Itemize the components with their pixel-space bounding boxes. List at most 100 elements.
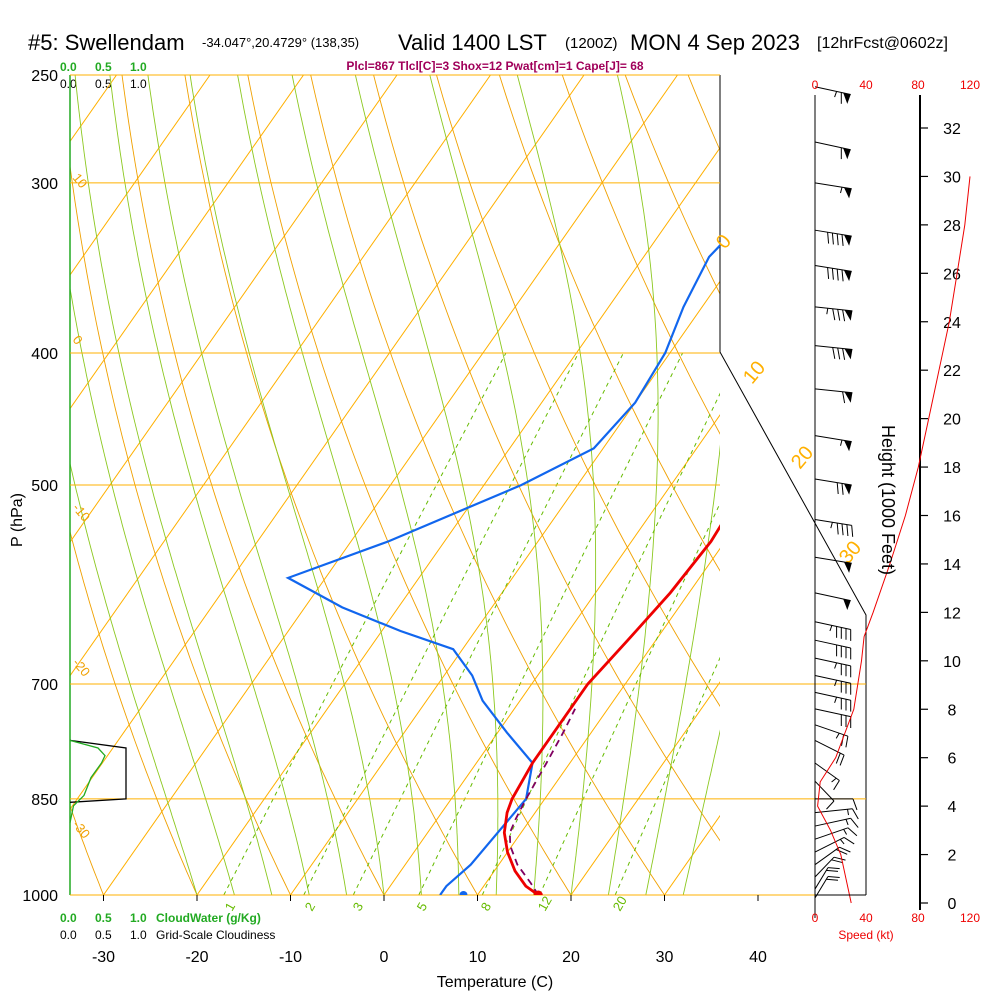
- barb-half: [834, 91, 838, 98]
- barb-half: [831, 777, 837, 783]
- height-tick-6: 6: [948, 751, 957, 768]
- mixing-ratio-line: [481, 392, 720, 895]
- mixing-ratio-label: 5: [414, 900, 431, 914]
- barb-full: [843, 836, 855, 845]
- wind-barb: [814, 708, 852, 728]
- cloud-scale-bottom-black-2: 1.0: [130, 928, 147, 942]
- barb-full: [836, 522, 839, 535]
- barb-full: [826, 800, 835, 810]
- height-tick-2: 2: [948, 848, 957, 865]
- cloud-scale-bottom: 0.0 0.5 1.0 CloudWater (g/Kg) 0.0 0.5 1.…: [60, 911, 275, 942]
- barb-half: [843, 829, 848, 835]
- cloud-scale-bottom-black-0: 0.0: [60, 928, 77, 942]
- wind-barb: [814, 265, 852, 282]
- barb-staff: [814, 86, 851, 95]
- wind-barb: [814, 691, 852, 712]
- barb-staff: [814, 836, 845, 853]
- barb-pennant: [844, 348, 853, 360]
- wind-barb: [814, 182, 852, 199]
- wind-barb: [814, 867, 840, 890]
- x-tick--10: -10: [279, 949, 302, 966]
- mixing-ratio-label: 8: [478, 900, 495, 914]
- speed-tick-bottom-0: 0: [812, 911, 819, 925]
- barb-staff: [814, 621, 851, 630]
- dry-adiabat-line: [751, 75, 1000, 895]
- isotherm-line: [70, 75, 304, 410]
- barb-staff: [814, 691, 851, 701]
- barb-pennant: [844, 234, 852, 246]
- sounding-traces: [285, 243, 720, 895]
- barb-staff: [814, 675, 851, 684]
- barb-full: [841, 269, 844, 282]
- wind-barb: [814, 556, 852, 573]
- x-tick--20: -20: [185, 949, 208, 966]
- wind-barb: [814, 739, 845, 766]
- mixing-ratio-label: 12: [535, 893, 555, 913]
- barb-staff: [814, 518, 852, 526]
- wind-barb: [814, 657, 852, 678]
- barb-full: [827, 232, 830, 244]
- wind-barb: [814, 639, 852, 660]
- moist-adiabat-line: [237, 75, 422, 895]
- wind-speed-trace: [817, 176, 971, 904]
- cloud-scale-top-black-1: 0.5: [95, 77, 112, 91]
- barb-full: [836, 269, 839, 281]
- barb-staff: [814, 708, 851, 718]
- dry-adiabat-line: [436, 75, 720, 707]
- barb-staff: [814, 739, 845, 756]
- barb-full: [841, 483, 844, 495]
- barb-staff: [814, 780, 835, 802]
- wind-barb: [814, 876, 840, 899]
- barb-full: [836, 849, 848, 855]
- barb-half: [834, 662, 838, 669]
- forecast-info: [12hrFcst@0602z]: [817, 35, 948, 52]
- barb-pennant: [844, 562, 852, 573]
- wind-barb: [814, 229, 852, 246]
- moist-adiabat-line: [70, 461, 198, 895]
- dry-adiabat-line: [373, 75, 720, 842]
- station-title: #5: Swellendam: [28, 30, 185, 55]
- isotherm-line: [70, 75, 211, 276]
- dry-adiabat-line: [70, 804, 104, 895]
- dry-adiabat-line: [70, 529, 198, 895]
- wind-barb: [814, 621, 852, 641]
- barb-staff: [814, 846, 840, 866]
- station-coords: -34.047°,20.4729° (138,35): [202, 35, 359, 50]
- barb-staff: [814, 724, 849, 737]
- barb-staff: [814, 182, 852, 190]
- wind-barb: [814, 827, 858, 840]
- speed-tick-top-80: 80: [911, 78, 925, 92]
- mixing-ratio-label: 20: [610, 893, 630, 913]
- dry-adiabat-label: -20: [70, 655, 94, 679]
- height-tick-20: 20: [943, 412, 961, 429]
- stability-indices: Plcl=867 Tlcl[C]=3 Shox=12 Pwat[cm]=1 Ca…: [346, 59, 643, 73]
- dry-adiabat-line: [247, 75, 572, 895]
- dry-adiabat-line: [70, 163, 291, 895]
- barb-full: [847, 827, 858, 837]
- height-tick-22: 22: [943, 363, 961, 380]
- pressure-tick-300: 300: [31, 176, 58, 193]
- cloudiness-label: Grid-Scale Cloudiness: [156, 928, 275, 942]
- speed-tick-bottom-40: 40: [859, 911, 873, 925]
- isotherm-line: [477, 547, 720, 895]
- wind-barb: [814, 762, 840, 791]
- barb-half: [845, 819, 849, 826]
- barb-full: [827, 876, 840, 878]
- wind-barb: [814, 798, 858, 811]
- barb-full: [839, 846, 851, 853]
- barb-full: [846, 524, 849, 537]
- cloud-scale-top-black-0: 0.0: [60, 77, 77, 91]
- zulu-time: (1200Z): [565, 35, 618, 52]
- cloud-profile: [69, 739, 127, 823]
- height-tick-24: 24: [943, 315, 961, 332]
- wind-barbs: [814, 86, 859, 899]
- wind-barb: [814, 86, 851, 104]
- isotherm-label-10: 10: [739, 357, 770, 388]
- wind-barb: [814, 856, 846, 878]
- barb-pennant: [844, 310, 853, 321]
